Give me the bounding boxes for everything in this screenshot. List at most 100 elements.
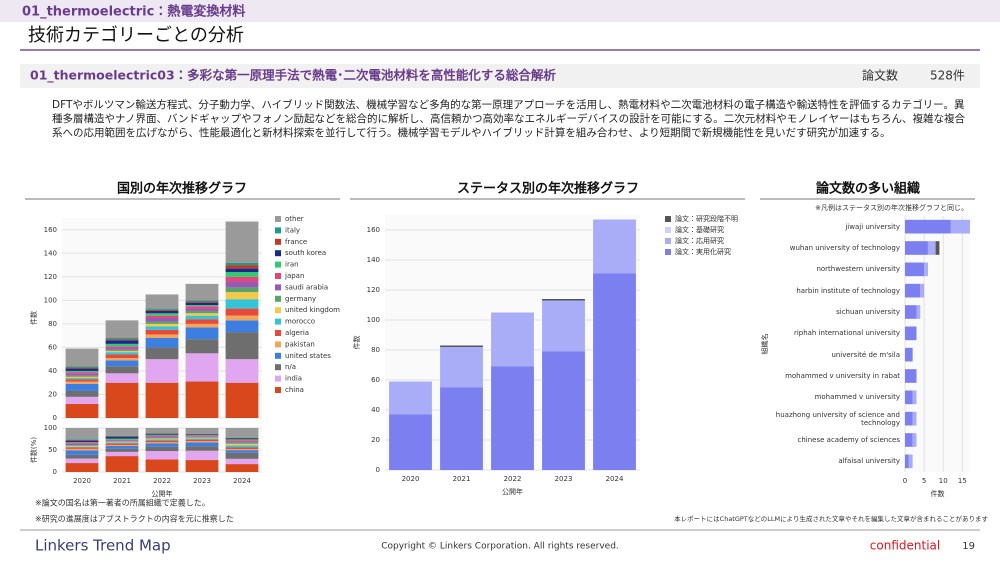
y-tick-label: 140 [44, 249, 57, 257]
bar-segment [593, 273, 636, 470]
bar-segment [65, 379, 99, 382]
bar-segment [65, 450, 99, 455]
x-tick-label: 10 [939, 477, 948, 485]
bar-segment [105, 436, 139, 438]
bar-segment [225, 268, 259, 273]
y-axis-label: 件数(%) [29, 437, 38, 463]
bar-segment [145, 442, 179, 444]
bar-segment [924, 262, 928, 277]
bar-segment [105, 448, 139, 452]
y-tick-label: 50 [48, 446, 57, 454]
bar-segment [145, 433, 179, 435]
bar-segment [145, 451, 179, 460]
bar-segment [916, 305, 921, 319]
bar-segment [185, 381, 219, 418]
bar-segment [65, 458, 99, 464]
description: DFTやボルツマン輸送方程式、分子動力学、ハイブリッド関数法、機械学習など多角的… [52, 99, 965, 139]
bar-segment [65, 439, 99, 441]
y-tick-label: 100 [44, 424, 57, 432]
y-tick-label: mohammed v university [814, 393, 900, 402]
legend-label: france [285, 238, 307, 246]
bar-segment [905, 262, 925, 277]
bar-segment [105, 451, 139, 457]
legend-label: india [285, 375, 302, 383]
bar-segment [105, 446, 139, 449]
legend-swatch [275, 273, 281, 279]
x-tick-label: 2022 [504, 475, 522, 483]
bar-segment [145, 309, 179, 311]
legend-swatch [665, 249, 671, 255]
bar-segment [65, 442, 99, 443]
y-tick-label: wuhan university of technology [789, 244, 900, 252]
bar-segment [65, 454, 99, 459]
bar-segment [185, 315, 219, 320]
bar-segment [542, 299, 585, 301]
bar-segment [225, 299, 259, 309]
bar-segment [225, 441, 259, 443]
bar-segment [65, 396, 99, 404]
legend-swatch [665, 238, 671, 244]
bar-segment [905, 390, 913, 405]
bar-segment [185, 319, 219, 324]
legend-label: other [285, 215, 304, 223]
bar-segment [65, 440, 99, 443]
y-tick-label: 80 [48, 320, 57, 328]
bar-segment [225, 428, 259, 438]
x-tick-label: 15 [958, 477, 967, 485]
section-title: 01_thermoelectric03：多彩な第一原理手法で熱電･二次電池材料を… [30, 68, 556, 84]
legend-label: germany [285, 295, 316, 303]
bar-segment [225, 315, 259, 321]
y-tick-label: harbin institute of technology [796, 286, 900, 295]
y-tick-label: sichuan university [836, 308, 900, 316]
legend-swatch [275, 284, 281, 291]
chart-title: ステータス別の年次推移グラフ [457, 181, 639, 197]
bar-segment [145, 326, 179, 330]
legend-label: japan [284, 272, 304, 280]
bar-segment [905, 411, 913, 426]
y-tick-label: 0 [53, 414, 57, 422]
legend-label: 論文：研究段階不明 [675, 214, 738, 223]
legend-label: 論文：基礎研究 [675, 225, 724, 234]
bar-segment [440, 387, 483, 470]
bar-segment [145, 438, 179, 440]
bar-segment [225, 437, 259, 438]
bar-segment [225, 440, 259, 442]
y-tick-label: 100 [44, 296, 57, 304]
bar-segment [185, 434, 219, 435]
bar-segment [105, 358, 139, 361]
bar-segment [905, 454, 909, 469]
legend-label: pakistan [285, 340, 315, 348]
legend-label: iran [285, 261, 299, 269]
bar-segment [105, 441, 139, 442]
bar-segment [225, 287, 259, 293]
bar-segment [105, 435, 139, 437]
x-axis-label: 件数 [931, 489, 945, 498]
legend-swatch [665, 216, 671, 222]
bar-segment [145, 443, 179, 447]
bar-segment [905, 283, 921, 298]
bar-segment [105, 349, 139, 351]
legend-swatch [275, 318, 281, 325]
bar-segment [225, 450, 259, 453]
bar-segment [105, 382, 139, 418]
bar-segment [65, 370, 99, 373]
bar-segment [905, 305, 917, 319]
bar-segment [185, 450, 219, 461]
y-axis-label: 件数 [352, 336, 361, 350]
bar-segment [145, 310, 179, 314]
bar-segment [225, 464, 259, 472]
bar-segment [145, 437, 179, 439]
bar-segment [105, 320, 139, 338]
bar-segment [65, 376, 99, 378]
bar-segment [491, 312, 534, 367]
y-tick-label: 140 [367, 256, 380, 264]
bar-segment [225, 437, 259, 439]
bar-segment [185, 310, 219, 314]
legend-label: italy [285, 226, 300, 234]
bar-segment [65, 428, 99, 440]
bar-segment [905, 219, 951, 234]
chart-title: 国別の年次推移グラフ [117, 181, 247, 197]
legend-label: saudi arabia [285, 283, 328, 291]
bar-segment [440, 345, 483, 347]
y-tick-label: northwestern university [816, 265, 900, 274]
